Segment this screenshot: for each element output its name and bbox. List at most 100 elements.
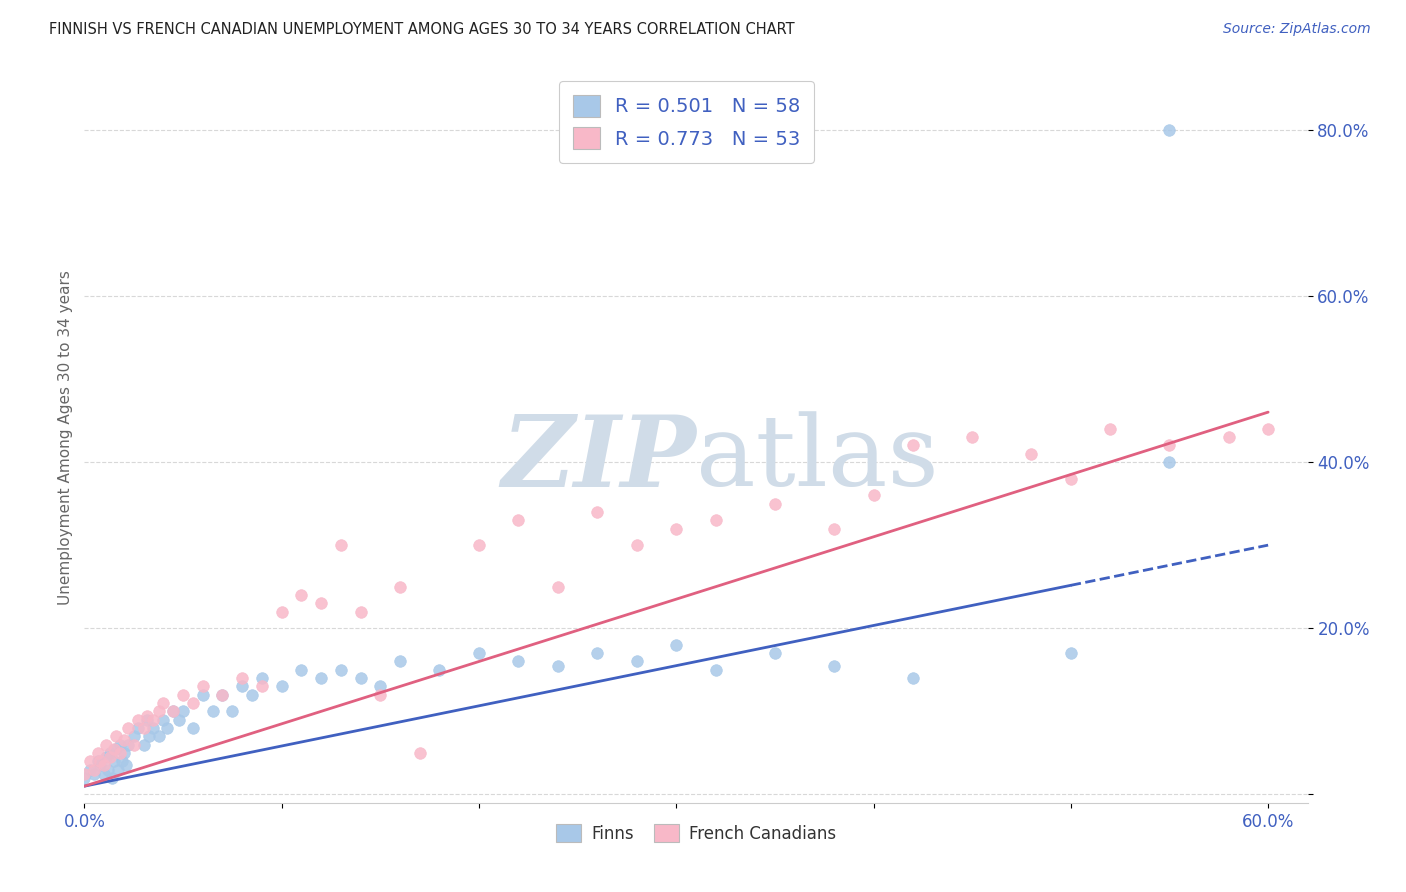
Point bbox=[221, 705, 243, 719]
Point bbox=[83, 763, 105, 777]
Point bbox=[309, 596, 332, 610]
Point bbox=[704, 513, 727, 527]
Point bbox=[167, 713, 190, 727]
Point bbox=[211, 688, 233, 702]
Point bbox=[468, 646, 491, 660]
Point bbox=[107, 763, 129, 777]
Point bbox=[231, 680, 253, 694]
Point bbox=[138, 729, 160, 743]
Point bbox=[349, 671, 371, 685]
Point bbox=[191, 688, 214, 702]
Point bbox=[1159, 438, 1181, 452]
Text: atlas: atlas bbox=[696, 411, 939, 507]
Point bbox=[349, 605, 371, 619]
Point bbox=[763, 497, 786, 511]
Point bbox=[103, 754, 125, 768]
Point bbox=[114, 758, 136, 772]
Point bbox=[73, 766, 96, 780]
Point bbox=[73, 771, 96, 785]
Point bbox=[368, 688, 391, 702]
Point bbox=[112, 746, 135, 760]
Point bbox=[101, 771, 124, 785]
Point bbox=[823, 658, 845, 673]
Point bbox=[117, 721, 139, 735]
Point bbox=[181, 696, 204, 710]
Point bbox=[132, 738, 155, 752]
Point bbox=[142, 721, 165, 735]
Point bbox=[127, 721, 149, 735]
Point bbox=[122, 729, 145, 743]
Point bbox=[1257, 422, 1279, 436]
Point bbox=[626, 538, 648, 552]
Point bbox=[250, 680, 273, 694]
Point bbox=[79, 754, 101, 768]
Point bbox=[152, 713, 174, 727]
Legend: Finns, French Canadians: Finns, French Canadians bbox=[550, 817, 842, 849]
Point bbox=[162, 705, 184, 719]
Point bbox=[83, 766, 105, 780]
Point bbox=[122, 738, 145, 752]
Point bbox=[1099, 422, 1122, 436]
Point bbox=[93, 766, 115, 780]
Point bbox=[309, 671, 332, 685]
Point bbox=[270, 605, 292, 619]
Point bbox=[97, 763, 120, 777]
Point bbox=[87, 746, 110, 760]
Point bbox=[1159, 455, 1181, 469]
Point bbox=[79, 763, 101, 777]
Point bbox=[626, 655, 648, 669]
Point bbox=[429, 663, 451, 677]
Point bbox=[823, 521, 845, 535]
Point bbox=[1060, 472, 1083, 486]
Point bbox=[148, 729, 170, 743]
Y-axis label: Unemployment Among Ages 30 to 34 years: Unemployment Among Ages 30 to 34 years bbox=[58, 269, 73, 605]
Point bbox=[862, 488, 884, 502]
Point bbox=[111, 754, 134, 768]
Point bbox=[547, 658, 569, 673]
Point bbox=[89, 754, 111, 768]
Point bbox=[389, 580, 412, 594]
Point bbox=[508, 513, 530, 527]
Point bbox=[704, 663, 727, 677]
Point bbox=[87, 754, 110, 768]
Point bbox=[901, 438, 924, 452]
Point bbox=[409, 746, 432, 760]
Point bbox=[1021, 447, 1043, 461]
Point bbox=[108, 738, 131, 752]
Point bbox=[329, 663, 352, 677]
Point bbox=[94, 750, 117, 764]
Point bbox=[665, 638, 688, 652]
Point bbox=[201, 705, 224, 719]
Point bbox=[152, 696, 174, 710]
Point bbox=[98, 746, 121, 760]
Point bbox=[901, 671, 924, 685]
Point bbox=[162, 705, 184, 719]
Point bbox=[231, 671, 253, 685]
Point bbox=[468, 538, 491, 552]
Point bbox=[136, 713, 159, 727]
Point bbox=[211, 688, 233, 702]
Point bbox=[104, 741, 127, 756]
Point bbox=[104, 729, 127, 743]
Point bbox=[665, 521, 688, 535]
Text: FINNISH VS FRENCH CANADIAN UNEMPLOYMENT AMONG AGES 30 TO 34 YEARS CORRELATION CH: FINNISH VS FRENCH CANADIAN UNEMPLOYMENT … bbox=[49, 22, 794, 37]
Point bbox=[240, 688, 263, 702]
Point bbox=[368, 680, 391, 694]
Point bbox=[93, 758, 115, 772]
Point bbox=[586, 646, 609, 660]
Point bbox=[181, 721, 204, 735]
Point bbox=[586, 505, 609, 519]
Point bbox=[191, 680, 214, 694]
Point bbox=[112, 733, 135, 747]
Point bbox=[156, 721, 179, 735]
Point bbox=[960, 430, 983, 444]
Point bbox=[1060, 646, 1083, 660]
Point bbox=[89, 758, 111, 772]
Point bbox=[172, 688, 194, 702]
Point bbox=[148, 705, 170, 719]
Text: Source: ZipAtlas.com: Source: ZipAtlas.com bbox=[1223, 22, 1371, 37]
Point bbox=[329, 538, 352, 552]
Point bbox=[508, 655, 530, 669]
Point bbox=[117, 738, 139, 752]
Point bbox=[547, 580, 569, 594]
